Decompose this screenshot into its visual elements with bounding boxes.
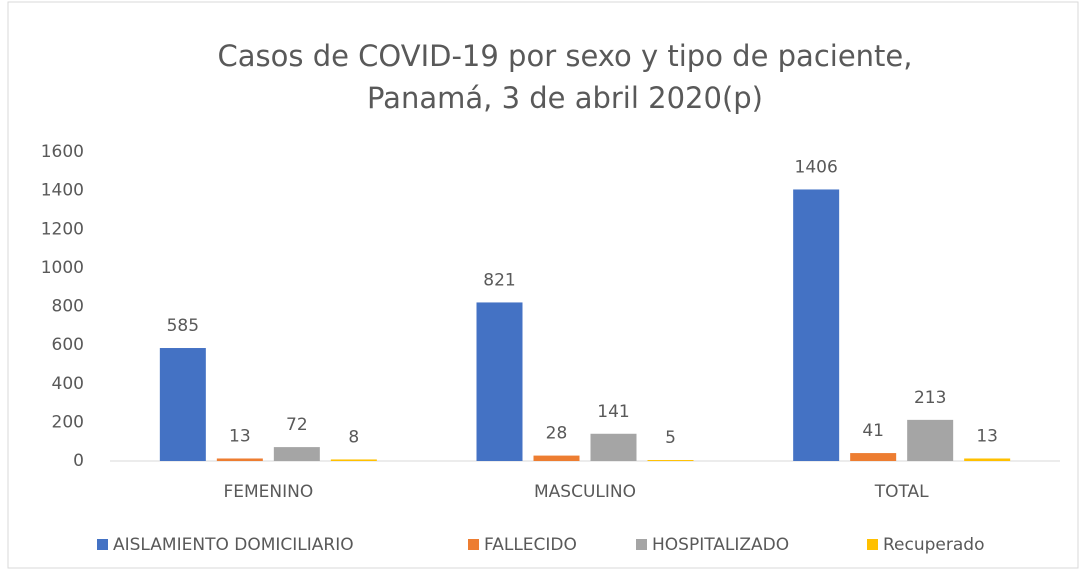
y-tick-label: 800 bbox=[52, 297, 84, 317]
x-tick-label: FEMENINO bbox=[223, 482, 313, 502]
bar bbox=[850, 453, 897, 461]
data-label: 13 bbox=[229, 426, 251, 446]
data-label: 213 bbox=[914, 388, 946, 408]
bar bbox=[590, 433, 637, 461]
x-tick-label: MASCULINO bbox=[534, 482, 636, 502]
data-label: 8 bbox=[348, 427, 359, 447]
data-label: 585 bbox=[167, 316, 199, 336]
bar bbox=[476, 302, 523, 461]
y-tick-label: 200 bbox=[52, 412, 84, 432]
bar bbox=[533, 455, 580, 461]
y-tick-label: 1000 bbox=[41, 258, 84, 278]
data-label: 41 bbox=[862, 421, 884, 441]
legend-swatch bbox=[636, 539, 647, 550]
y-tick-label: 0 bbox=[73, 451, 84, 471]
legend-swatch bbox=[468, 539, 479, 550]
y-tick-label: 400 bbox=[52, 374, 84, 394]
bar bbox=[273, 447, 320, 461]
data-label: 5 bbox=[665, 428, 676, 448]
data-label: 28 bbox=[546, 424, 568, 444]
chart-frame bbox=[7, 1, 1079, 569]
y-tick-label: 1600 bbox=[41, 142, 84, 162]
bar bbox=[793, 189, 840, 461]
y-tick-label: 600 bbox=[52, 335, 84, 355]
y-tick-label: 1400 bbox=[41, 181, 84, 201]
legend-label: Recuperado bbox=[883, 535, 984, 555]
chart-title: Casos de COVID-19 por sexo y tipo de pac… bbox=[218, 39, 913, 73]
x-tick-label: TOTAL bbox=[874, 482, 929, 502]
data-label: 1406 bbox=[795, 157, 838, 177]
chart-title: Panamá, 3 de abril 2020(p) bbox=[367, 81, 763, 115]
bar bbox=[907, 419, 954, 461]
data-label: 141 bbox=[597, 402, 629, 422]
bar bbox=[964, 458, 1011, 461]
bar bbox=[330, 459, 377, 461]
legend-label: FALLECIDO bbox=[484, 535, 577, 555]
legend-label: HOSPITALIZADO bbox=[652, 535, 789, 555]
data-label: 821 bbox=[483, 270, 515, 290]
data-label: 72 bbox=[286, 415, 308, 435]
bar bbox=[647, 460, 694, 461]
legend-swatch bbox=[97, 539, 108, 550]
data-label: 13 bbox=[976, 426, 998, 446]
legend-swatch bbox=[867, 539, 878, 550]
y-tick-label: 1200 bbox=[41, 219, 84, 239]
bar bbox=[159, 348, 206, 461]
bar bbox=[216, 458, 263, 461]
legend-label: AISLAMIENTO DOMICILIARIO bbox=[113, 535, 354, 555]
